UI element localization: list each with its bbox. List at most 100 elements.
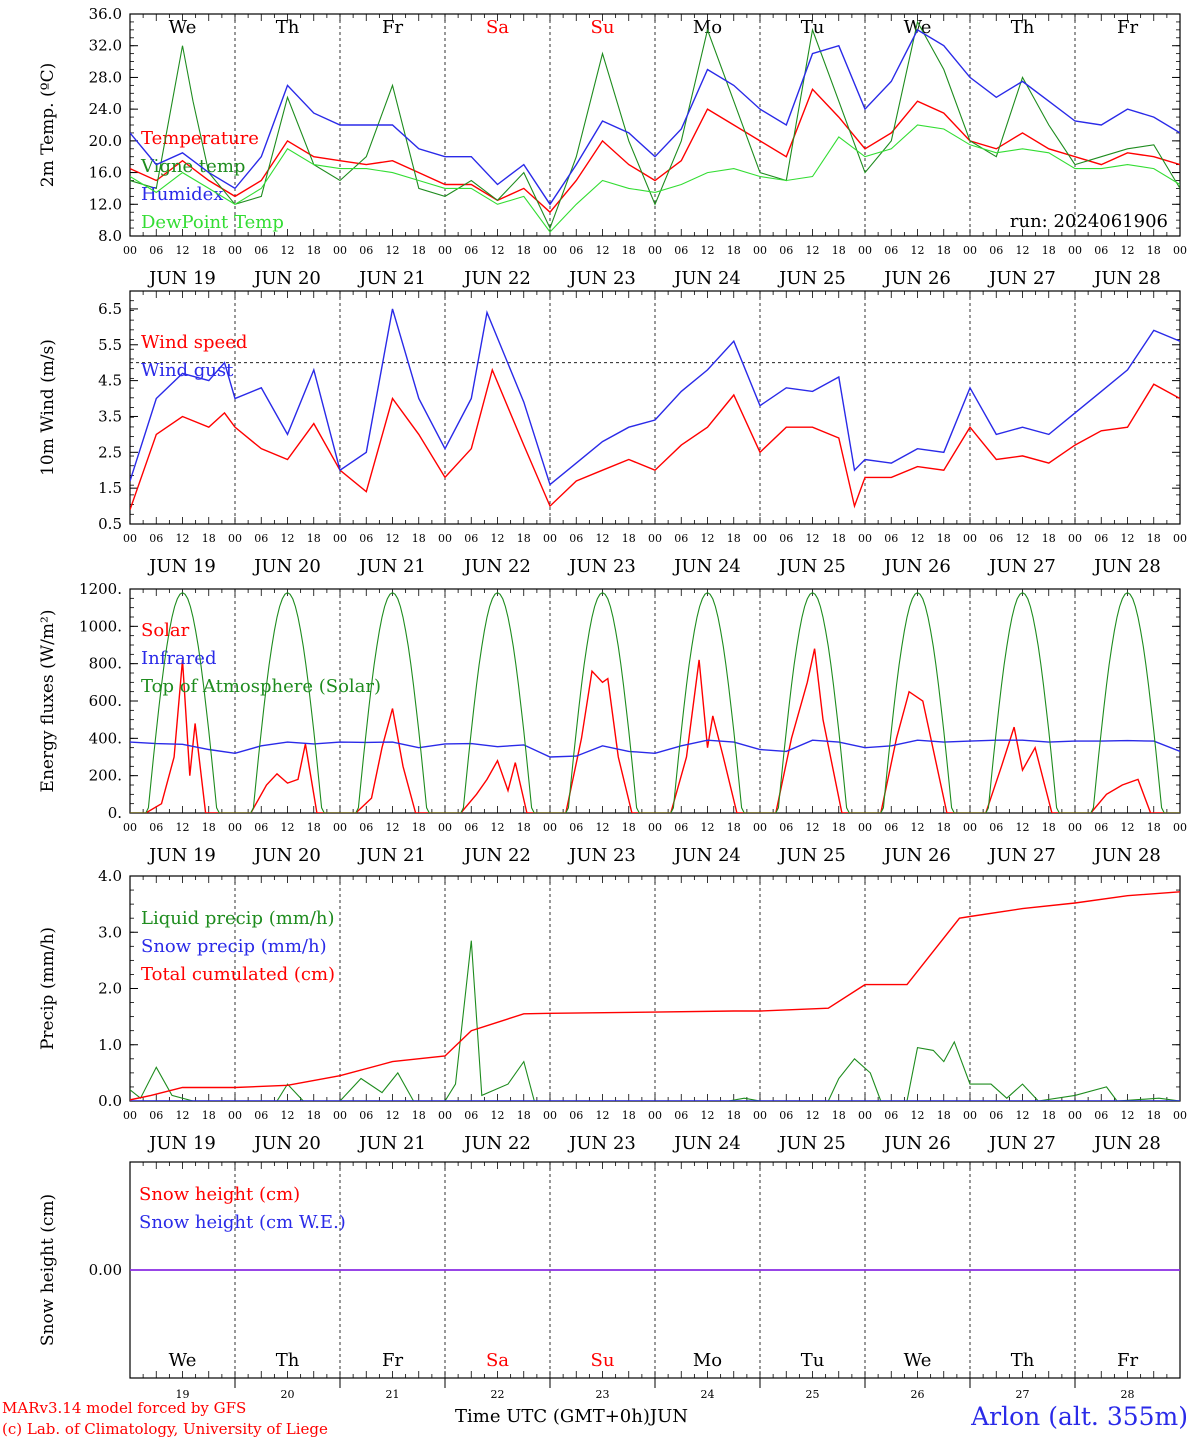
hour-tick-label: 12 [1016, 1109, 1030, 1122]
hour-tick-label: 00 [858, 244, 872, 257]
day-number-label: 19 [176, 1388, 190, 1401]
weekday-label: Mo [693, 1350, 722, 1371]
legend-humidex: Humidex [141, 184, 223, 205]
hour-tick-label: 00 [1068, 532, 1082, 545]
date-label: JUN 23 [567, 1133, 636, 1154]
hour-tick-label: 12 [1121, 1109, 1135, 1122]
hour-tick-label: 06 [359, 1109, 373, 1122]
hour-tick-label: 12 [176, 1109, 190, 1122]
weekday-label: Th [276, 1350, 300, 1371]
hour-tick-label: 12 [701, 821, 715, 834]
y-axis-label: 2m Temp. (ºC) [38, 63, 58, 188]
date-label: JUN 21 [357, 1133, 426, 1154]
hour-tick-label: 06 [149, 532, 163, 545]
day-number-label: 26 [911, 1388, 925, 1401]
date-label: JUN 28 [1092, 268, 1161, 289]
date-label: JUN 21 [357, 556, 426, 577]
hour-tick-label: 00 [1173, 821, 1187, 834]
weekday-label: Fr [1117, 1350, 1138, 1371]
series-line-vigne-temp [130, 20, 1180, 230]
date-label: JUN 27 [987, 1133, 1056, 1154]
hour-tick-label: 06 [569, 532, 583, 545]
hour-tick-label: 18 [937, 532, 951, 545]
date-label: JUN 24 [672, 1133, 741, 1154]
series-line-wind-speed [130, 367, 1180, 510]
weekday-label: Tu [801, 1350, 825, 1371]
hour-tick-label: 00 [963, 244, 977, 257]
day-number-label: 25 [806, 1388, 820, 1401]
hour-tick-label: 00 [333, 1109, 347, 1122]
y-tick-label: 24.0 [89, 100, 122, 118]
y-tick-label: 400. [89, 729, 122, 747]
hour-tick-label: 00 [1173, 244, 1187, 257]
series-line-liquid-precip-mm-h- [130, 940, 1180, 1101]
hour-tick-label: 18 [1042, 821, 1056, 834]
hour-tick-label: 12 [596, 244, 610, 257]
legend-total-cumulated-cm-: Total cumulated (cm) [141, 964, 335, 985]
hour-tick-label: 18 [307, 1109, 321, 1122]
date-label: JUN 24 [672, 268, 741, 289]
hour-tick-label: 12 [701, 1109, 715, 1122]
hour-tick-label: 00 [123, 1109, 137, 1122]
legend-wind-gust: Wind gust [141, 360, 234, 381]
hour-tick-label: 12 [911, 244, 925, 257]
date-label: JUN 23 [567, 556, 636, 577]
hour-tick-label: 06 [569, 244, 583, 257]
legend-dewpoint-temp: DewPoint Temp [141, 212, 284, 233]
day-number-label: 21 [386, 1388, 400, 1401]
hour-tick-label: 00 [543, 244, 557, 257]
y-tick-label: 3.5 [98, 407, 122, 425]
hour-tick-label: 12 [491, 244, 505, 257]
hour-tick-label: 18 [202, 1109, 216, 1122]
date-label: JUN 25 [777, 1133, 846, 1154]
hour-tick-label: 06 [989, 532, 1003, 545]
series-line-humidex [130, 28, 1180, 206]
y-tick-label: 1.5 [98, 479, 122, 497]
y-axis-label: Snow height (cm) [38, 1194, 58, 1346]
hour-tick-label: 12 [281, 532, 295, 545]
date-label: JUN 27 [987, 845, 1056, 866]
hour-tick-label: 00 [648, 532, 662, 545]
hour-tick-label: 06 [464, 821, 478, 834]
series-line-solar [130, 648, 1180, 813]
y-tick-label: 0.00 [89, 1261, 122, 1279]
hour-tick-label: 18 [307, 532, 321, 545]
y-tick-label: 5.5 [98, 336, 122, 354]
hour-tick-label: 18 [937, 1109, 951, 1122]
hour-tick-label: 00 [648, 1109, 662, 1122]
hour-tick-label: 00 [228, 532, 242, 545]
hour-tick-label: 06 [464, 244, 478, 257]
day-number-label: 28 [1121, 1388, 1135, 1401]
hour-tick-label: 06 [884, 1109, 898, 1122]
hour-tick-label: 18 [1042, 532, 1056, 545]
hour-tick-label: 06 [359, 821, 373, 834]
hour-tick-label: 06 [1094, 1109, 1108, 1122]
hour-tick-label: 00 [438, 244, 452, 257]
y-tick-label: 0.0 [98, 1092, 122, 1110]
date-label: JUN 19 [147, 845, 216, 866]
weekday-label: Fr [382, 1350, 403, 1371]
y-tick-label: 2.5 [98, 443, 122, 461]
y-tick-label: 200. [89, 767, 122, 785]
hour-tick-label: 00 [543, 1109, 557, 1122]
series-line-wind-gust [130, 308, 1180, 486]
hour-tick-label: 06 [1094, 244, 1108, 257]
hour-tick-label: 06 [464, 1109, 478, 1122]
hour-tick-label: 18 [517, 821, 531, 834]
date-label: JUN 22 [462, 268, 531, 289]
hour-tick-label: 18 [307, 244, 321, 257]
date-label: JUN 22 [462, 556, 531, 577]
hour-tick-label: 06 [254, 244, 268, 257]
hour-tick-label: 18 [832, 244, 846, 257]
series-line-dewpoint-temp [130, 124, 1180, 233]
weekday-label: Sa [486, 1350, 509, 1371]
hour-tick-label: 18 [1147, 532, 1161, 545]
weekday-label: Th [1011, 17, 1035, 38]
hour-tick-label: 06 [674, 821, 688, 834]
hour-tick-label: 12 [596, 532, 610, 545]
date-label: JUN 26 [882, 268, 951, 289]
y-tick-label: 32.0 [89, 37, 122, 55]
hour-tick-label: 00 [123, 821, 137, 834]
y-tick-label: 4.0 [98, 867, 122, 885]
date-label: JUN 19 [147, 268, 216, 289]
